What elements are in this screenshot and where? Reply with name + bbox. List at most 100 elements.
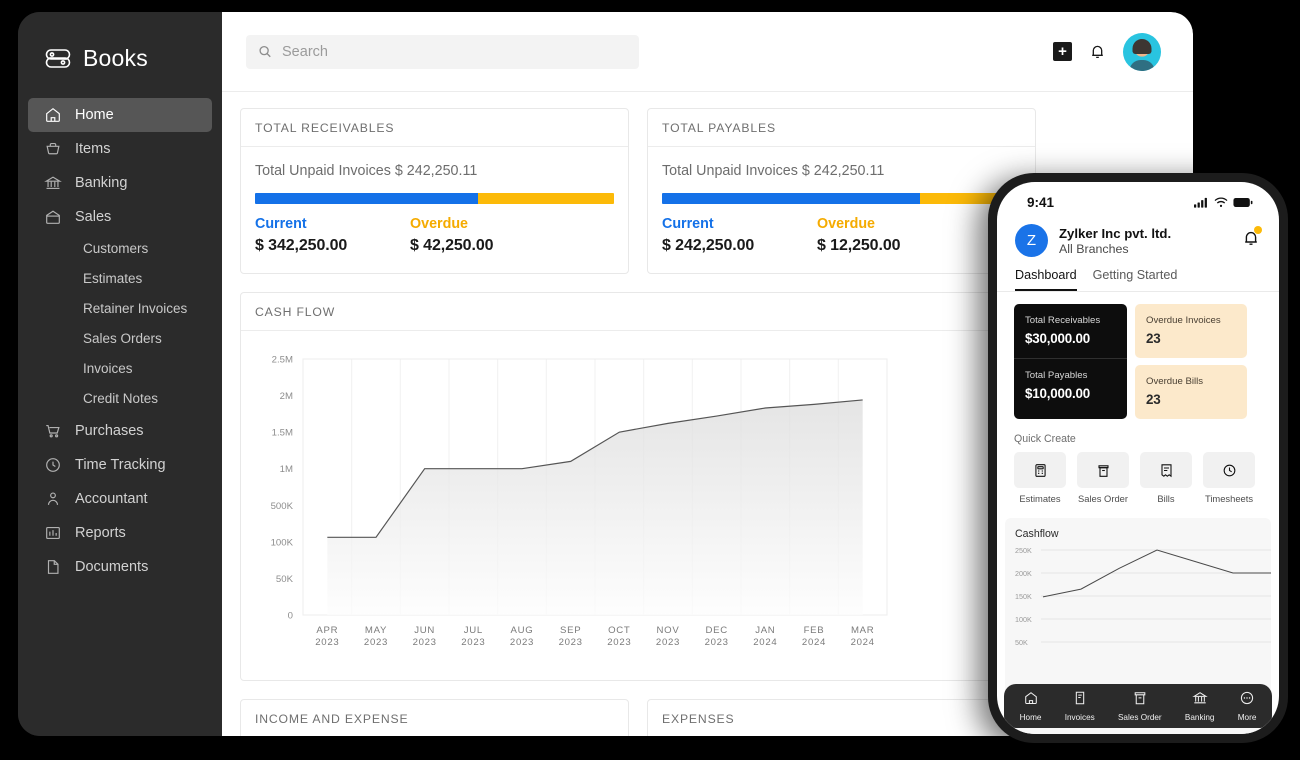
add-button[interactable]: + (1053, 42, 1072, 61)
current-value: $ 242,250.00 (662, 237, 755, 254)
tab-dashboard[interactable]: Dashboard (1015, 268, 1077, 291)
nav-more[interactable]: More (1238, 690, 1256, 722)
stat-value: $10,000.00 (1025, 386, 1091, 401)
bar-segment-current (662, 193, 921, 204)
sidebar-item-purchases[interactable]: Purchases (28, 414, 212, 448)
tile (1140, 452, 1192, 488)
card-title: EXPENSES (648, 700, 1035, 736)
sidebar-item-documents[interactable]: Documents (28, 550, 212, 584)
sidebar-item-label: Items (75, 141, 111, 157)
sidebar-item-banking[interactable]: Banking (28, 166, 212, 200)
svg-text:0: 0 (288, 611, 293, 622)
sales-order-icon (1097, 464, 1109, 477)
sidebar-item-time-tracking[interactable]: Time Tracking (28, 448, 212, 482)
phone-tabs: Dashboard Getting Started (997, 257, 1279, 292)
topbar: + (222, 12, 1193, 92)
overdue-value: $ 12,250.00 (817, 237, 901, 254)
quick-create-label-item: Timesheets (1204, 493, 1254, 504)
avatar[interactable] (1123, 32, 1161, 71)
svg-text:2024: 2024 (753, 637, 777, 648)
kpi-legend: Current $ 342,250.00 Overdue $ 42,250.00 (255, 216, 614, 255)
tile (1014, 452, 1066, 488)
document-icon (47, 560, 59, 574)
nav-sales-order[interactable]: Sales Order (1118, 690, 1162, 722)
cash-flow-plot: 050K100K500K1M1.5M2M2.5MAPR2023MAY2023JU… (271, 355, 888, 648)
unpaid-invoices-text: Total Unpaid Invoices $ 242,250.11 (255, 163, 478, 179)
total-payables-card: TOTAL PAYABLES Total Unpaid Invoices $ 2… (647, 108, 1036, 274)
stat-total-payables[interactable]: Total Payables $10,000.00 (1014, 358, 1127, 413)
sales-order-icon (1134, 692, 1146, 705)
svg-text:JUN: JUN (414, 625, 435, 636)
sidebar-item-home[interactable]: Home (28, 98, 212, 132)
notifications-button[interactable] (1088, 42, 1107, 61)
sidebar-nav: Home Items Banking Sales Customers Estim… (18, 98, 222, 584)
cream-stats-group: Overdue Invoices 23 Overdue Bills 23 (1135, 304, 1247, 419)
status-indicators (1194, 196, 1253, 208)
svg-text:2023: 2023 (461, 637, 485, 648)
quick-create-estimates[interactable]: Estimates (1014, 452, 1066, 504)
svg-text:150K: 150K (1015, 592, 1032, 601)
svg-text:JUL: JUL (464, 625, 483, 636)
status-time: 9:41 (1027, 194, 1055, 210)
quick-create-bills[interactable]: Bills (1140, 452, 1192, 504)
search-box[interactable] (246, 34, 639, 69)
timesheet-icon (1223, 464, 1235, 476)
svg-text:2023: 2023 (559, 637, 583, 648)
quick-create-label-item: Estimates (1019, 493, 1061, 504)
sidebar-item-credit-notes[interactable]: Credit Notes (83, 391, 159, 406)
sidebar-item-customers[interactable]: Customers (83, 241, 149, 256)
sidebar-item-reports[interactable]: Reports (28, 516, 212, 550)
card-title: INCOME AND EXPENSE (241, 700, 628, 736)
brand: Books (18, 34, 222, 82)
total-receivables-card: TOTAL RECEIVABLES Total Unpaid Invoices … (240, 108, 629, 274)
org-avatar[interactable]: Z (1015, 224, 1048, 257)
cash-flow-chart: 0 50K 100K 500K 1M 1.5M 2M 2.5M APR 2023 MAY 2023 JU… (255, 345, 895, 670)
phone-notifications-button[interactable] (1241, 226, 1262, 253)
nav-home[interactable]: Home (1020, 690, 1041, 722)
bar-segment-current (255, 193, 478, 204)
legend-overdue: Overdue $ 12,250.00 (817, 216, 972, 255)
stat-overdue-invoices[interactable]: Overdue Invoices 23 (1135, 304, 1247, 358)
svg-text:NOV: NOV (657, 625, 680, 636)
sidebar-item-retainer-invoices[interactable]: Retainer Invoices (83, 301, 188, 316)
nav-label: Invoices (1064, 713, 1095, 722)
nav-banking[interactable]: Banking (1184, 690, 1215, 722)
overdue-label: Overdue (817, 216, 876, 232)
sidebar-item-sales-orders[interactable]: Sales Orders (83, 331, 162, 346)
phone-bottom-nav: Home Invoices Sales Order Banking More (1004, 684, 1272, 728)
payables-progress-bar (662, 193, 1021, 204)
sidebar-item-label: Home (75, 107, 114, 123)
stat-overdue-bills[interactable]: Overdue Bills 23 (1135, 365, 1247, 419)
basket-icon (46, 143, 60, 155)
phone-chart-title: Cashflow (1015, 528, 1059, 540)
svg-text:DEC: DEC (705, 625, 727, 636)
quick-create-sales-order[interactable]: Sales Order (1077, 452, 1129, 504)
quick-create-timesheets[interactable]: Timesheets (1203, 452, 1255, 504)
stat-total-receivables[interactable]: Total Receivables $30,000.00 (1014, 304, 1127, 358)
bar-segment-overdue (920, 193, 1021, 204)
legend-current: Current $ 242,250.00 (662, 216, 817, 255)
sidebar-item-sales[interactable]: Sales (28, 200, 212, 234)
svg-text:AUG: AUG (511, 625, 534, 636)
search-input[interactable] (282, 43, 627, 60)
bell-icon (1245, 231, 1257, 245)
signal-icon (1194, 197, 1207, 208)
sidebar-item-invoices[interactable]: Invoices (83, 361, 133, 376)
sidebar-item-label: Sales (75, 209, 112, 225)
sidebar-item-label: Time Tracking (75, 457, 166, 473)
quick-create-label: Quick Create (1014, 433, 1076, 445)
svg-text:2024: 2024 (802, 637, 826, 648)
tab-getting-started[interactable]: Getting Started (1092, 268, 1178, 282)
svg-text:2023: 2023 (413, 637, 437, 648)
dark-stats-group: Total Receivables $30,000.00 Total Payab… (1014, 304, 1127, 419)
expenses-card: EXPENSES (647, 699, 1036, 736)
nav-invoices[interactable]: Invoices (1065, 690, 1095, 722)
svg-text:FEB: FEB (804, 625, 825, 636)
battery-icon (1233, 197, 1253, 207)
books-logo-icon (45, 49, 71, 68)
current-label: Current (255, 216, 307, 232)
sidebar-item-estimates[interactable]: Estimates (83, 271, 143, 286)
sidebar-item-accountant[interactable]: Accountant (28, 482, 212, 516)
sidebar-item-items[interactable]: Items (28, 132, 212, 166)
nav-label: Banking (1184, 713, 1215, 722)
